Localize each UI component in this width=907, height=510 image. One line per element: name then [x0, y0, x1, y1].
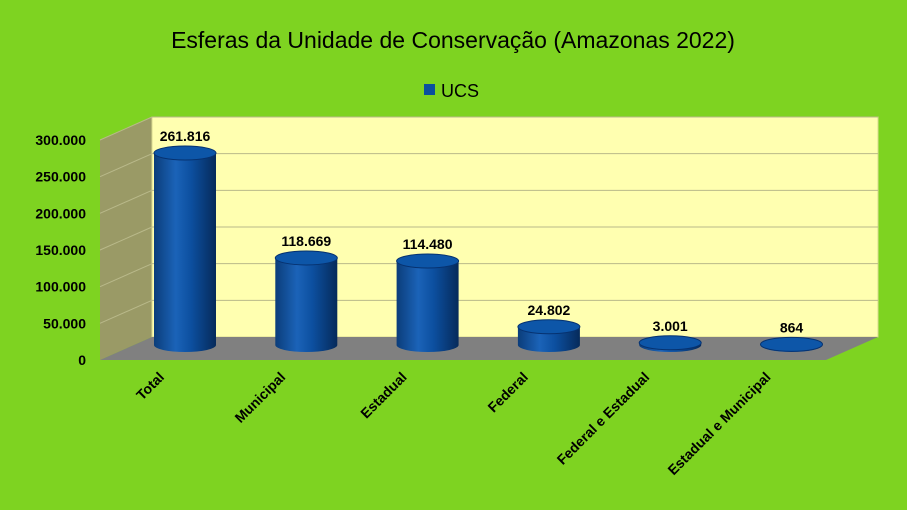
data-label: 24.802 — [527, 302, 570, 318]
gridline-side — [99, 299, 153, 324]
floor — [100, 337, 878, 360]
legend-swatch — [424, 84, 435, 95]
x-category-label: Estadual e Municipal — [664, 369, 773, 478]
legend-label: UCS — [441, 81, 479, 101]
chart-title: Esferas da Unidade de Conservação (Amazo… — [171, 27, 735, 53]
bar — [153, 145, 217, 352]
bar-body — [275, 257, 338, 353]
bar-top — [760, 336, 823, 352]
bar — [517, 319, 581, 353]
bar-top — [274, 250, 338, 266]
bars — [153, 145, 823, 353]
y-tick-label: 100.000 — [35, 279, 86, 295]
x-category-label: Total — [133, 369, 167, 403]
y-tick-label: 250.000 — [35, 169, 86, 185]
bar-body — [396, 261, 459, 353]
data-label: 114.480 — [403, 236, 453, 252]
data-label: 3.001 — [653, 318, 688, 334]
y-axis-ticks: 0 50.000 100.000 150.000 200.000 250.000 300.0… — [35, 132, 86, 368]
x-category-label: Federal — [484, 369, 531, 416]
legend: UCS — [424, 81, 479, 101]
bar-top — [517, 319, 581, 335]
x-axis-categories: Total Municipal Estadual Federal Federal e E… — [133, 369, 774, 478]
x-category-label: Federal e Estadual — [554, 369, 653, 468]
bar — [274, 250, 338, 353]
gridline-side — [99, 189, 153, 214]
gridline-side — [99, 263, 153, 288]
gridline-side — [99, 153, 153, 178]
y-tick-label: 150.000 — [35, 242, 86, 258]
gridlines — [99, 116, 878, 324]
data-label: 118.669 — [281, 233, 331, 249]
gridline-side — [99, 116, 153, 141]
bar — [638, 335, 702, 353]
y-tick-label: 200.000 — [35, 205, 86, 221]
gridline-side — [99, 226, 153, 251]
data-labels: 261.816 118.669 114.480 24.802 3.001 864 — [160, 128, 804, 335]
y-tick-label: 50.000 — [43, 315, 86, 331]
x-category-label: Municipal — [231, 369, 288, 426]
data-label: 864 — [780, 319, 804, 335]
bar-top — [638, 335, 702, 351]
y-tick-label: 300.000 — [35, 132, 86, 148]
data-label: 261.816 — [160, 128, 211, 144]
y-tick-label: 0 — [78, 352, 86, 368]
bar-body — [154, 153, 216, 352]
x-category-label: Estadual — [357, 369, 410, 422]
bar — [396, 253, 460, 353]
bar-top — [153, 145, 217, 161]
bar-top — [396, 253, 460, 269]
bar — [760, 336, 823, 353]
